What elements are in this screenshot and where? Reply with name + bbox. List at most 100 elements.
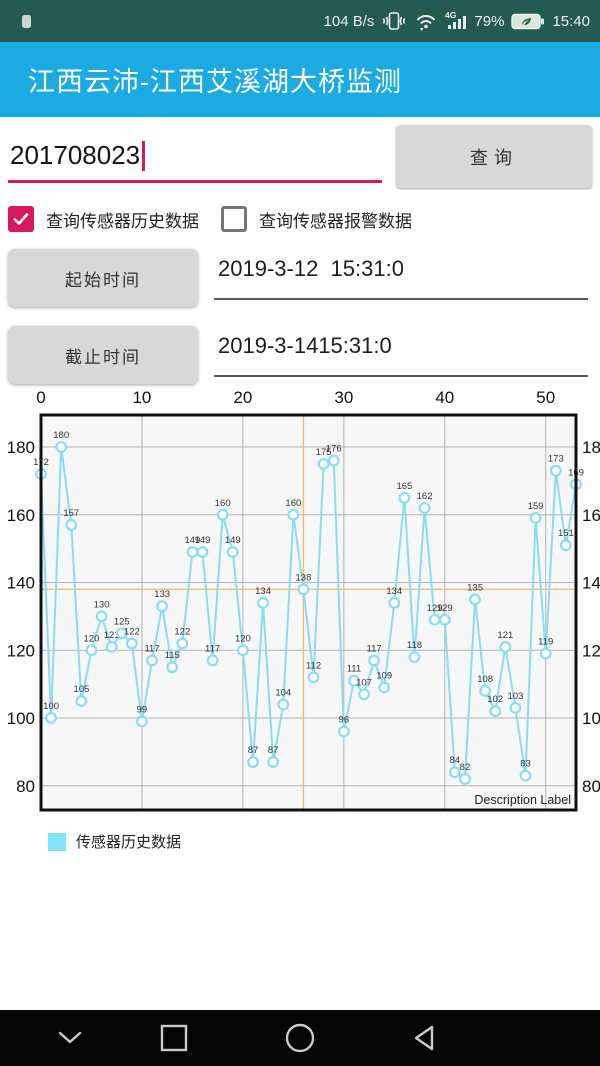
chart-legend: 传感器历史数据 bbox=[48, 831, 592, 852]
svg-text:122: 122 bbox=[124, 626, 140, 637]
svg-text:82: 82 bbox=[460, 762, 471, 773]
end-time-field[interactable]: 2019-3-1415:31:0 bbox=[214, 333, 588, 377]
triangle-back-icon bbox=[414, 1025, 434, 1051]
svg-text:80: 80 bbox=[16, 777, 35, 796]
svg-text:10: 10 bbox=[132, 388, 151, 407]
svg-text:117: 117 bbox=[205, 643, 220, 654]
legend-label: 传感器历史数据 bbox=[76, 834, 182, 851]
svg-text:121: 121 bbox=[497, 630, 513, 641]
svg-text:135: 135 bbox=[467, 582, 483, 593]
svg-text:100: 100 bbox=[43, 701, 59, 712]
status-bar: 104 B/s bbox=[0, 0, 600, 42]
signal-4g-icon: 4G bbox=[445, 9, 467, 33]
legend-swatch bbox=[48, 832, 66, 851]
svg-text:102: 102 bbox=[487, 694, 503, 705]
svg-text:Description Label: Description Label bbox=[474, 793, 571, 807]
svg-text:175: 175 bbox=[316, 447, 332, 458]
start-time-field[interactable]: 2019-3-12 15:31:0 bbox=[214, 256, 588, 300]
end-time-button[interactable]: 截止时间 bbox=[8, 326, 198, 384]
history-checkbox-label[interactable]: 查询传感器历史数据 bbox=[46, 211, 199, 231]
svg-text:109: 109 bbox=[376, 671, 392, 682]
vibrate-icon bbox=[381, 9, 407, 33]
svg-text:108: 108 bbox=[477, 674, 493, 685]
nav-hide-button[interactable] bbox=[48, 1016, 92, 1060]
svg-text:134: 134 bbox=[255, 586, 271, 597]
query-button[interactable]: 查询 bbox=[396, 125, 592, 188]
navigation-bar bbox=[0, 1010, 600, 1066]
svg-text:30: 30 bbox=[334, 388, 353, 407]
svg-text:100: 100 bbox=[582, 709, 600, 728]
svg-text:87: 87 bbox=[248, 745, 259, 756]
svg-text:159: 159 bbox=[528, 501, 544, 512]
svg-text:121: 121 bbox=[104, 630, 120, 641]
svg-text:83: 83 bbox=[520, 759, 531, 770]
svg-text:176: 176 bbox=[326, 444, 342, 455]
start-time-button[interactable]: 起始时间 bbox=[8, 249, 198, 307]
history-data-checkbox[interactable] bbox=[8, 206, 34, 232]
svg-text:96: 96 bbox=[339, 715, 350, 726]
alarm-checkbox-label[interactable]: 查询传感器报警数据 bbox=[259, 211, 412, 231]
svg-text:133: 133 bbox=[154, 589, 170, 600]
net-speed-text: 104 B/s bbox=[323, 12, 375, 30]
svg-text:180: 180 bbox=[53, 430, 69, 441]
svg-text:157: 157 bbox=[63, 508, 79, 519]
svg-text:122: 122 bbox=[174, 626, 190, 637]
svg-text:20: 20 bbox=[233, 388, 252, 407]
svg-text:112: 112 bbox=[306, 660, 321, 671]
svg-text:117: 117 bbox=[367, 643, 382, 654]
sensor-id-value: 201708023 bbox=[10, 140, 141, 170]
svg-text:120: 120 bbox=[235, 633, 251, 644]
svg-text:103: 103 bbox=[508, 691, 524, 702]
svg-text:120: 120 bbox=[84, 633, 100, 644]
page-title: 江西云沛-江西艾溪湖大桥监测 bbox=[28, 67, 402, 97]
square-icon bbox=[160, 1024, 188, 1052]
svg-text:40: 40 bbox=[435, 388, 454, 407]
alarm-data-checkbox[interactable] bbox=[221, 206, 247, 232]
svg-text:160: 160 bbox=[215, 498, 231, 509]
svg-text:84: 84 bbox=[450, 755, 461, 766]
svg-text:160: 160 bbox=[582, 506, 600, 525]
nav-home-button[interactable] bbox=[278, 1016, 322, 1060]
svg-text:125: 125 bbox=[114, 616, 130, 627]
history-chart[interactable]: 0 10 20 30 40 50 180 180 160 160 140 140 120 120 100 10… bbox=[7, 388, 600, 823]
svg-text:151: 151 bbox=[558, 528, 574, 539]
chevron-down-icon bbox=[58, 1031, 82, 1044]
check-icon bbox=[13, 213, 29, 225]
svg-text:134: 134 bbox=[386, 586, 402, 597]
svg-text:180: 180 bbox=[582, 438, 600, 457]
svg-text:117: 117 bbox=[144, 643, 159, 654]
svg-text:140: 140 bbox=[582, 574, 600, 593]
svg-text:120: 120 bbox=[582, 641, 600, 660]
svg-text:129: 129 bbox=[427, 603, 443, 614]
nav-recents-button[interactable] bbox=[152, 1016, 196, 1060]
svg-text:100: 100 bbox=[8, 709, 35, 728]
battery-percent-text: 79% bbox=[474, 12, 505, 30]
battery-icon bbox=[511, 9, 545, 33]
svg-text:149: 149 bbox=[195, 535, 211, 546]
svg-text:180: 180 bbox=[8, 438, 35, 457]
sensor-id-input[interactable]: 201708023 bbox=[8, 125, 382, 183]
svg-text:140: 140 bbox=[8, 574, 35, 593]
svg-text:120: 120 bbox=[8, 641, 35, 660]
nav-back-button[interactable] bbox=[402, 1016, 446, 1060]
svg-text:104: 104 bbox=[275, 687, 291, 698]
svg-text:149: 149 bbox=[184, 535, 200, 546]
app-header: 江西云沛-江西艾溪湖大桥监测 bbox=[0, 42, 600, 117]
svg-text:99: 99 bbox=[137, 704, 148, 715]
svg-text:129: 129 bbox=[437, 603, 453, 614]
svg-text:118: 118 bbox=[407, 640, 422, 651]
svg-text:105: 105 bbox=[73, 684, 89, 695]
clock-text: 15:40 bbox=[552, 12, 590, 30]
svg-text:0: 0 bbox=[36, 388, 45, 407]
svg-text:111: 111 bbox=[347, 664, 361, 675]
svg-text:80: 80 bbox=[582, 777, 600, 796]
text-cursor bbox=[142, 140, 146, 171]
svg-text:4G: 4G bbox=[445, 10, 457, 20]
svg-text:87: 87 bbox=[268, 745, 279, 756]
svg-text:173: 173 bbox=[548, 454, 564, 465]
svg-text:119: 119 bbox=[538, 637, 553, 648]
circle-icon bbox=[285, 1023, 315, 1053]
wifi-icon bbox=[414, 9, 438, 33]
svg-text:115: 115 bbox=[165, 650, 180, 661]
svg-text:162: 162 bbox=[417, 491, 433, 502]
